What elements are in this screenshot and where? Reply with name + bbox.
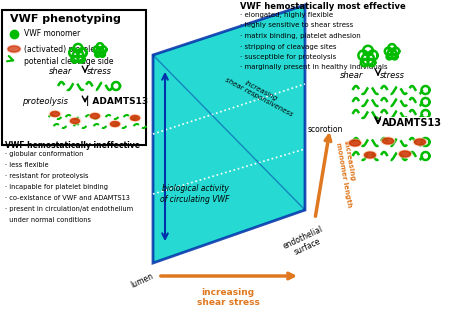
Text: increasing
monomer length: increasing monomer length: [335, 140, 359, 208]
Ellipse shape: [398, 150, 412, 158]
Text: · less flexible: · less flexible: [5, 162, 49, 168]
Ellipse shape: [413, 138, 427, 146]
Text: potential cleavage side: potential cleavage side: [24, 57, 113, 66]
Ellipse shape: [69, 118, 81, 124]
Text: · stripping of cleavage sites: · stripping of cleavage sites: [240, 43, 337, 50]
Ellipse shape: [348, 139, 362, 147]
Ellipse shape: [381, 137, 395, 145]
Ellipse shape: [89, 112, 101, 120]
Ellipse shape: [71, 119, 80, 123]
Text: increasing
shear stress: increasing shear stress: [197, 288, 259, 307]
Text: VWF monomer: VWF monomer: [24, 29, 80, 39]
Text: · resistant for proteolysis: · resistant for proteolysis: [5, 173, 89, 179]
Text: · incapable for platelet binding: · incapable for platelet binding: [5, 184, 108, 190]
Text: endothelial
surface: endothelial surface: [282, 224, 328, 260]
Text: scorotion: scorotion: [308, 124, 343, 133]
Text: ADAMTS13: ADAMTS13: [382, 118, 442, 128]
Text: · globular conformation: · globular conformation: [5, 151, 83, 157]
Text: · matrix binding, platelet adhesion: · matrix binding, platelet adhesion: [240, 33, 361, 39]
Text: VWF hemostatically most effective: VWF hemostatically most effective: [240, 2, 406, 11]
Ellipse shape: [110, 122, 119, 126]
Ellipse shape: [363, 151, 377, 159]
Text: VWF phenotyping: VWF phenotyping: [10, 14, 121, 24]
Text: under normal conditions: under normal conditions: [5, 217, 91, 223]
Text: · co-existance of VWF and ADAMTS13: · co-existance of VWF and ADAMTS13: [5, 195, 130, 201]
Ellipse shape: [130, 115, 139, 121]
Text: biological activity
of circulating VWF: biological activity of circulating VWF: [160, 184, 230, 204]
Ellipse shape: [91, 113, 100, 119]
Text: | ADAMTS13: | ADAMTS13: [86, 97, 148, 106]
Ellipse shape: [383, 138, 393, 144]
Text: · elongated, highly flexible: · elongated, highly flexible: [240, 12, 333, 18]
Text: · marginally present in healthy individuals: · marginally present in healthy individu…: [240, 64, 388, 71]
Ellipse shape: [414, 139, 426, 145]
Text: · susceptible for proteolysis: · susceptible for proteolysis: [240, 54, 336, 60]
Ellipse shape: [7, 45, 21, 53]
Ellipse shape: [49, 110, 61, 118]
Ellipse shape: [400, 151, 410, 157]
Ellipse shape: [349, 140, 361, 146]
Text: VWF hemostatically ineffective: VWF hemostatically ineffective: [5, 141, 140, 150]
Ellipse shape: [365, 152, 375, 158]
Ellipse shape: [8, 46, 20, 52]
Ellipse shape: [51, 111, 60, 117]
Ellipse shape: [109, 121, 121, 128]
FancyBboxPatch shape: [2, 10, 146, 145]
Ellipse shape: [129, 114, 141, 122]
Text: shear: shear: [340, 71, 363, 79]
Text: stress: stress: [380, 71, 405, 79]
Polygon shape: [153, 5, 305, 263]
Text: stress: stress: [87, 67, 112, 76]
Text: (activated) platelet: (activated) platelet: [24, 44, 98, 53]
Text: lumen: lumen: [129, 272, 155, 290]
Text: proteolysis: proteolysis: [22, 97, 68, 106]
Text: increasing
shear responsiveness: increasing shear responsiveness: [224, 71, 297, 118]
Text: · highly sensitive to shear stress: · highly sensitive to shear stress: [240, 22, 353, 29]
Text: · present in circulation/at endothelium: · present in circulation/at endothelium: [5, 206, 133, 212]
Text: shear: shear: [49, 67, 72, 76]
